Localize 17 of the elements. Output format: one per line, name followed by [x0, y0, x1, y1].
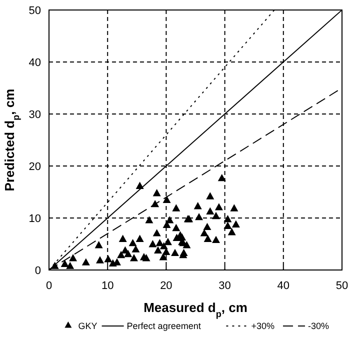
legend-label: GKY: [78, 321, 98, 331]
y-tick-label: 20: [28, 161, 41, 173]
y-tick-label: 40: [28, 57, 41, 69]
legend-label: +30%: [251, 321, 274, 331]
legend-label: Perfect agreement: [126, 321, 202, 331]
x-tick-label: 10: [101, 280, 114, 292]
x-tick-label: 20: [160, 280, 172, 292]
x-axis-title: Measured d$_{p}$, cm: [144, 300, 248, 319]
y-tick-label: 30: [28, 109, 41, 121]
y-tick-label: 50: [28, 5, 41, 17]
y-tick-label: 10: [28, 213, 41, 225]
y-tick-label: 0: [34, 265, 41, 277]
legend-label: -30%: [308, 321, 330, 331]
x-tick-label: 50: [336, 280, 348, 292]
x-tick-label: 40: [277, 280, 290, 292]
x-tick-label: 0: [46, 280, 52, 292]
x-tick-label: 30: [218, 280, 231, 292]
